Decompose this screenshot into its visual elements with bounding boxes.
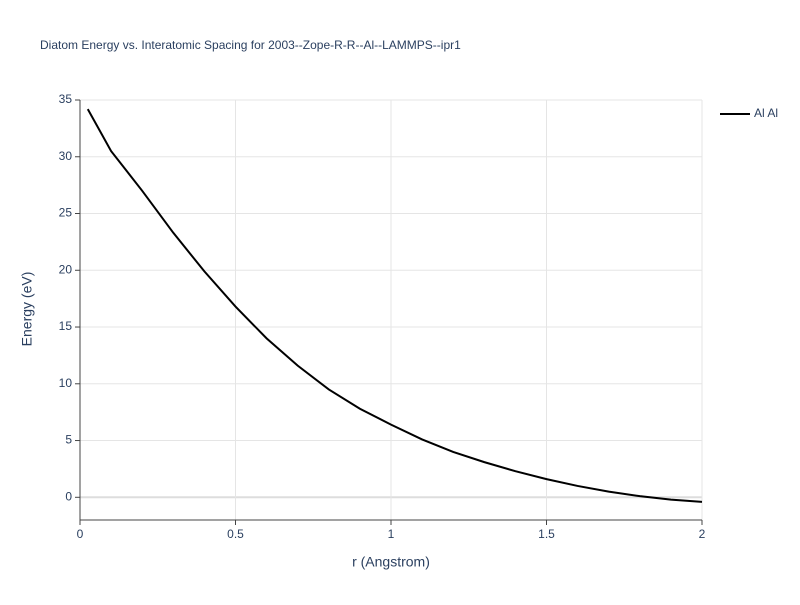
x-tick-label: 1.5	[538, 527, 555, 541]
x-tick-label: 1	[388, 527, 395, 541]
y-tick-label: 20	[59, 262, 73, 276]
y-tick-label: 5	[65, 433, 72, 447]
x-tick-label: 0	[77, 527, 84, 541]
y-axis-label: Energy (eV)	[19, 272, 35, 347]
y-tick-label: 0	[65, 489, 72, 503]
chart-title: Diatom Energy vs. Interatomic Spacing fo…	[40, 38, 461, 52]
line-series	[86, 108, 703, 503]
x-axis-label: r (Angstrom)	[352, 554, 430, 570]
y-tick-label: 35	[59, 92, 73, 106]
x-tick-label: 2	[699, 527, 706, 541]
legend-label: Al Al	[754, 106, 778, 120]
y-tick-label: 10	[59, 376, 73, 390]
y-tick-label: 15	[59, 319, 73, 333]
x-tick-label: 0.5	[227, 527, 244, 541]
y-tick-label: 30	[59, 149, 73, 163]
y-tick-label: 25	[59, 206, 73, 220]
